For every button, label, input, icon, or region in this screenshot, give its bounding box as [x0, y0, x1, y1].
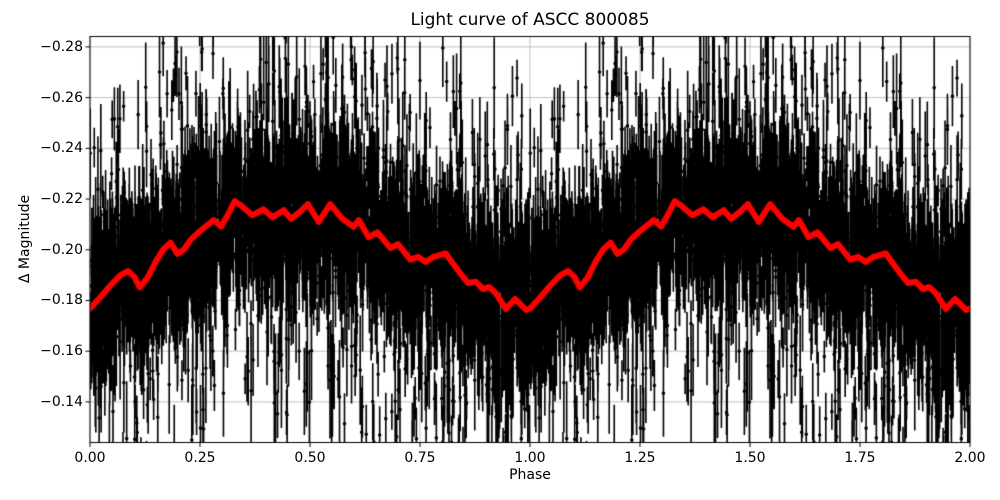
y-tick-label: −0.24 [40, 140, 83, 157]
y-tick-label: −0.18 [40, 292, 83, 309]
y-axis-label: Δ Magnitude [17, 194, 33, 284]
x-tick-label: 1.75 [844, 450, 876, 466]
y-tick-label: −0.26 [40, 89, 83, 106]
x-tick-label: 1.25 [624, 450, 656, 466]
x-tick-label: 1.00 [514, 450, 546, 466]
y-tick-label: −0.16 [40, 343, 83, 360]
x-tick-label: 0.50 [294, 450, 326, 466]
chart-title: Light curve of ASCC 800085 [410, 10, 650, 30]
y-tick-label: −0.14 [40, 393, 83, 410]
x-tick-label: 0.75 [404, 450, 436, 466]
x-tick-label: 0.00 [74, 450, 106, 466]
x-tick-label: 2.00 [954, 450, 986, 466]
x-tick-label: 0.25 [184, 450, 216, 466]
y-tick-label: −0.28 [40, 38, 83, 55]
x-axis-label: Phase [509, 467, 551, 483]
y-tick-label: −0.22 [40, 191, 83, 208]
y-tick-label: −0.20 [40, 241, 83, 258]
x-tick-label: 1.50 [734, 450, 766, 466]
